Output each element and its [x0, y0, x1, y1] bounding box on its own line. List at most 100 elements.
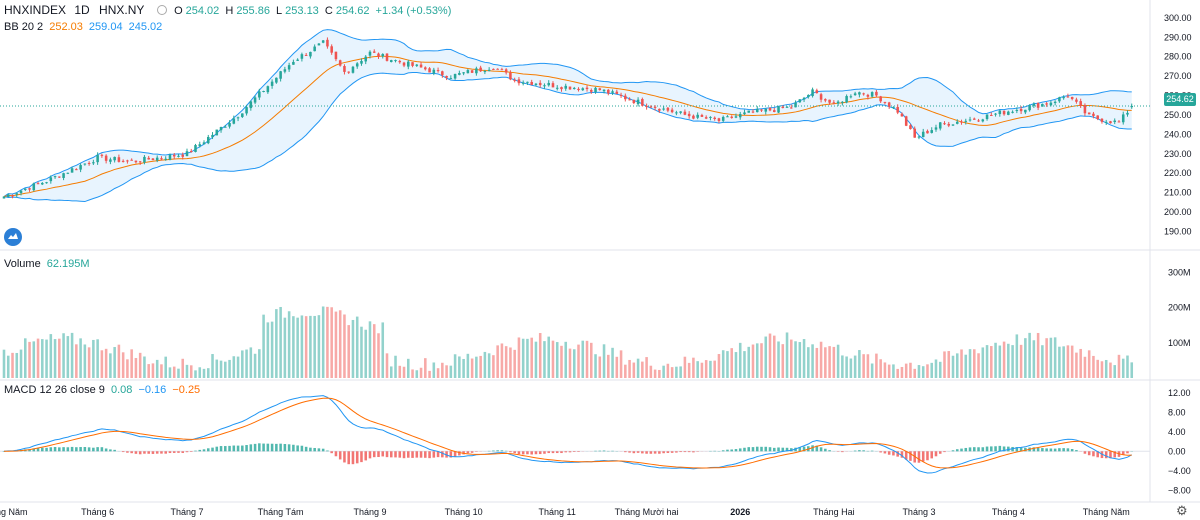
- macd-histogram-bar: [1036, 448, 1040, 452]
- candle-body: [407, 61, 410, 67]
- time-axis-label: Tháng Mười hai: [615, 507, 679, 517]
- volume-bar: [347, 325, 350, 378]
- macd-histogram-bar: [147, 451, 150, 454]
- macd-label: MACD 12 26 close 9: [4, 384, 105, 396]
- volume-bar: [462, 358, 465, 378]
- volume-bar: [547, 336, 550, 378]
- candle-body: [368, 51, 372, 56]
- candle-body: [385, 53, 389, 61]
- candle-body: [458, 73, 461, 75]
- volume-bar: [607, 354, 610, 378]
- volume-bar: [92, 339, 95, 378]
- macd-histogram-bar: [75, 447, 78, 452]
- volume-bar: [883, 362, 887, 378]
- candle-body: [713, 117, 716, 120]
- candle-body: [590, 90, 593, 92]
- macd-histogram-bar: [964, 447, 968, 452]
- candle-body: [1002, 110, 1006, 115]
- macd-histogram-bar: [666, 451, 670, 453]
- macd-histogram-bar: [632, 451, 636, 454]
- candle-body: [628, 99, 631, 101]
- interval[interactable]: 1D: [74, 3, 90, 17]
- macd-histogram-bar: [28, 449, 31, 452]
- candle-body: [785, 106, 789, 108]
- candle-body: [462, 72, 465, 74]
- volume-bar: [155, 359, 159, 378]
- volume-bar: [1058, 346, 1061, 378]
- candle-body: [402, 62, 406, 66]
- macd-histogram-bar: [100, 447, 104, 452]
- macd-histogram-bar: [883, 451, 887, 454]
- candle-body: [913, 128, 916, 138]
- candle-body: [317, 43, 321, 46]
- macd-histogram-bar: [760, 446, 763, 452]
- macd-histogram-bar: [219, 446, 223, 452]
- macd-histogram-bar: [798, 447, 802, 452]
- candle-body: [951, 124, 955, 126]
- volume-bar: [164, 356, 167, 378]
- candle-body: [475, 68, 478, 74]
- volume-bar: [892, 364, 895, 378]
- volume-bar: [755, 343, 759, 378]
- candle-body: [19, 190, 23, 194]
- macd-tick-label: 0.00: [1168, 446, 1186, 456]
- volume-bar: [500, 343, 504, 378]
- candle-body: [411, 62, 414, 66]
- macd-histogram-bar: [62, 447, 65, 452]
- macd-histogram-bar: [287, 444, 291, 452]
- volume-bar: [483, 351, 487, 378]
- candle-body: [955, 121, 959, 124]
- candle-body: [377, 53, 380, 57]
- macd-histogram-bar: [687, 451, 691, 453]
- candle-body: [355, 63, 359, 67]
- candle-body: [1024, 109, 1027, 113]
- candle-body: [517, 79, 521, 84]
- candle-body: [168, 154, 172, 160]
- candle-body: [1066, 96, 1070, 98]
- macd-histogram-bar: [155, 451, 159, 454]
- macd-histogram-bar: [598, 450, 602, 452]
- candle-body: [555, 87, 559, 89]
- candle-body: [1007, 111, 1010, 115]
- candle-body: [1075, 99, 1078, 102]
- tradingview-logo-icon[interactable]: [4, 228, 22, 246]
- candle-body: [321, 40, 325, 43]
- candle-body: [415, 64, 419, 66]
- macd-histogram-bar: [338, 451, 342, 460]
- time-axis-label: Tháng Năm: [1083, 507, 1130, 517]
- volume-bar: [181, 358, 185, 378]
- macd-histogram-bar: [645, 451, 648, 454]
- bb-legend[interactable]: BB 20 2 252.03 259.04 245.02: [4, 20, 165, 34]
- volume-bar: [760, 343, 763, 378]
- candle-body: [632, 99, 636, 104]
- volume-legend[interactable]: Volume 62.195M: [4, 257, 93, 271]
- candle-body: [692, 115, 695, 119]
- candle-body: [577, 88, 580, 91]
- candle-body: [1070, 96, 1074, 100]
- macd-histogram-bar: [777, 447, 780, 452]
- candle-body: [36, 183, 40, 185]
- symbol-name[interactable]: HNXINDEX: [4, 3, 67, 17]
- macd-histogram-bar: [675, 451, 678, 453]
- candle-body: [653, 106, 657, 108]
- volume-bar: [700, 362, 704, 378]
- macd-histogram-bar: [649, 451, 653, 454]
- volume-bar: [943, 351, 946, 378]
- macd-histogram-bar: [206, 448, 210, 452]
- volume-bar: [407, 358, 410, 378]
- gear-icon[interactable]: ⚙: [1176, 503, 1188, 518]
- macd-histogram-bar: [977, 447, 980, 452]
- macd-histogram-bar: [253, 443, 257, 452]
- volume-bar: [747, 346, 751, 378]
- macd-histogram-bar: [802, 446, 806, 452]
- candle-body: [887, 102, 891, 107]
- macd-histogram-bar: [594, 450, 597, 452]
- time-axis-label: Tháng 7: [170, 507, 203, 517]
- volume-bar: [321, 306, 325, 378]
- macd-histogram-bar: [424, 451, 427, 458]
- macd-histogram-bar: [726, 449, 729, 452]
- macd-legend[interactable]: MACD 12 26 close 9 0.08 −0.16 −0.25: [4, 383, 203, 397]
- candle-body: [155, 157, 159, 161]
- candle-body: [1117, 121, 1121, 123]
